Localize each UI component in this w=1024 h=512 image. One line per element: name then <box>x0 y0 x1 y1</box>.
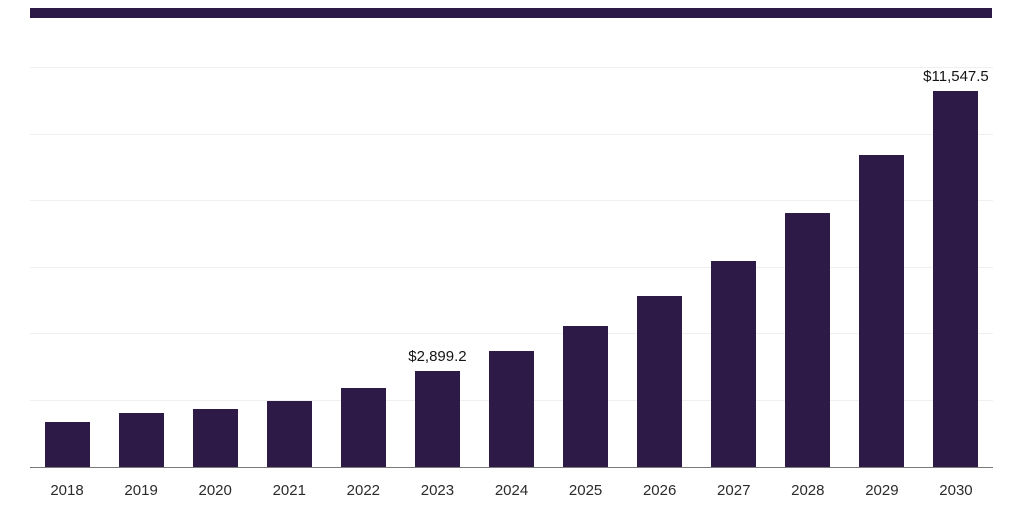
bar-value-label: $11,547.5 <box>923 68 989 85</box>
plot-area: $2,899.2 $11,547.5 <box>30 67 993 468</box>
x-axis-label: 2021 <box>272 482 306 499</box>
x-axis-label: 2024 <box>494 482 529 499</box>
bar <box>563 326 609 467</box>
bar <box>711 260 757 467</box>
x-axis-label: 2018 <box>50 482 84 499</box>
x-axis-label: 2030 <box>939 482 973 499</box>
bar-value-label: $2,899.2 <box>408 347 467 365</box>
bar-slot <box>623 68 697 467</box>
x-axis-label: 2020 <box>198 482 232 499</box>
x-axis-label: 2025 <box>568 482 603 499</box>
x-axis-label: 2019 <box>124 482 158 499</box>
bar-slot <box>326 68 400 467</box>
bar <box>192 409 238 467</box>
x-axis-label: 2027 <box>717 482 751 499</box>
gridline <box>30 133 993 135</box>
bar-slot <box>104 68 178 467</box>
bar-slot <box>549 68 623 467</box>
bar <box>785 212 831 467</box>
x-axis-label: 2023 <box>420 482 455 499</box>
header-accent-bar <box>30 8 992 18</box>
bar-slot <box>474 68 548 467</box>
gridline <box>30 333 993 335</box>
x-axis-label: 2022 <box>346 482 381 499</box>
bar <box>933 91 979 467</box>
bar <box>44 422 90 467</box>
bars: $2,899.2 $11,547.5 <box>30 68 993 467</box>
bar-slot <box>771 68 845 467</box>
bar <box>118 413 164 467</box>
bar-slot <box>845 68 919 467</box>
bar <box>859 154 905 467</box>
bar-slot <box>178 68 252 467</box>
gridline <box>30 200 993 202</box>
bar-slot: $11,547.5 <box>919 68 993 467</box>
bar-slot: $2,899.2 <box>400 68 474 467</box>
bar-slot <box>252 68 326 467</box>
bar-slot <box>697 68 771 467</box>
gridline <box>30 266 993 268</box>
gridline <box>30 67 993 68</box>
x-axis-label: 2029 <box>865 482 899 499</box>
x-axis-labels: 2018 2019 2020 2021 2022 2023 2024 2025 2026 2027… <box>30 482 993 499</box>
bar <box>266 401 312 467</box>
bar <box>340 388 386 467</box>
x-axis-label: 2026 <box>642 482 677 499</box>
bar <box>637 296 683 467</box>
bar <box>414 370 460 467</box>
x-axis-label: 2028 <box>791 482 825 499</box>
bar <box>489 351 534 467</box>
bar-slot <box>30 68 104 467</box>
